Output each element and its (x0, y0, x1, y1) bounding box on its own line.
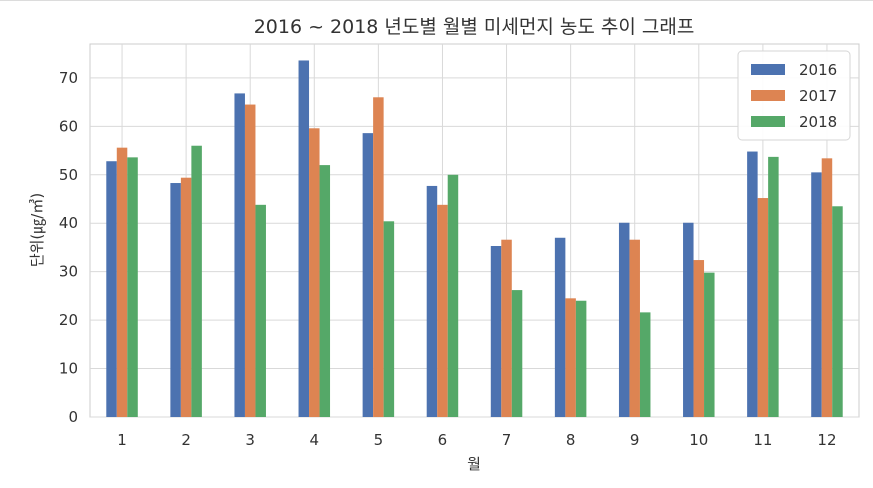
bar-2018-month-12 (832, 206, 843, 417)
bar-2016-month-8 (554, 237, 566, 417)
y-tick-label: 40 (59, 214, 78, 232)
legend-swatch-2016 (751, 64, 785, 75)
plot-area (89, 43, 860, 418)
x-tick-label: 3 (245, 431, 255, 449)
bar-2017-month-7 (501, 239, 512, 417)
y-axis-label: 단위(㎍/㎥) (28, 193, 46, 267)
bar-2018-month-10 (704, 272, 715, 417)
legend-swatch-2017 (751, 90, 785, 101)
bar-2016-month-1 (106, 161, 117, 417)
legend-label-2016: 2016 (799, 61, 837, 79)
y-tick-label: 10 (59, 360, 78, 378)
bar-2018-month-2 (191, 145, 202, 417)
bar-2017-month-12 (821, 158, 833, 417)
x-tick-label: 7 (502, 431, 512, 449)
legend-swatch-2018 (751, 116, 785, 127)
bar-2017-month-5 (373, 97, 384, 418)
x-tick-label: 6 (438, 431, 448, 449)
x-tick-label: 5 (374, 431, 384, 449)
bar-2017-month-11 (757, 198, 769, 417)
bar-2018-month-5 (383, 221, 395, 417)
x-tick-label: 11 (753, 431, 772, 449)
bar-2017-month-9 (629, 239, 640, 417)
bar-2017-month-8 (565, 298, 576, 417)
chart-title: 2016 ~ 2018 년도별 월별 미세먼지 농도 추이 그래프 (254, 16, 695, 38)
bar-2016-month-11 (747, 151, 758, 417)
y-tick-label: 30 (59, 263, 78, 281)
bar-2016-month-5 (362, 133, 374, 418)
bar-2016-month-6 (426, 185, 438, 417)
bar-2018-month-8 (575, 300, 587, 417)
bars (106, 60, 843, 418)
bar-2018-month-4 (319, 165, 331, 417)
x-tick-label: 4 (310, 431, 320, 449)
bar-2017-month-2 (180, 177, 192, 417)
bar-2018-month-6 (447, 174, 459, 417)
bar-2016-month-10 (683, 222, 694, 417)
bar-2018-month-11 (768, 156, 779, 417)
y-tick-label: 0 (68, 408, 78, 426)
bar-2016-month-3 (234, 93, 245, 417)
top-divider (0, 0, 873, 1)
bar-2016-month-4 (298, 60, 310, 418)
y-tick-label: 60 (59, 117, 78, 135)
bar-2017-month-6 (437, 204, 448, 417)
x-tick-label: 2 (181, 431, 191, 449)
y-tick-label: 50 (59, 166, 78, 184)
bar-2016-month-2 (170, 183, 181, 417)
bar-2017-month-4 (309, 128, 320, 417)
bar-2017-month-3 (244, 104, 256, 418)
legend-label-2018: 2018 (799, 113, 837, 131)
x-tick-label: 9 (630, 431, 640, 449)
y-tick-label: 70 (59, 69, 78, 87)
bar-2017-month-10 (693, 260, 705, 417)
x-tick-label: 1 (117, 431, 127, 449)
bar-2016-month-7 (490, 246, 502, 417)
bar-2018-month-9 (639, 312, 651, 417)
bar-2018-month-3 (255, 204, 266, 417)
x-axis-label: 월 (467, 455, 481, 473)
x-tick-label: 12 (817, 431, 836, 449)
y-tick-label: 20 (59, 311, 78, 329)
bar-2018-month-1 (127, 157, 138, 417)
legend: 2016 2017 2018 (737, 50, 851, 141)
y-axis-ticks: 0 10 20 30 40 50 60 70 (59, 69, 78, 426)
bar-2017-month-1 (116, 147, 128, 418)
legend-label-2017: 2017 (799, 87, 837, 105)
x-tick-label: 10 (689, 431, 708, 449)
bar-2016-month-9 (618, 222, 630, 417)
x-tick-label: 8 (566, 431, 576, 449)
bar-2018-month-7 (511, 290, 523, 417)
x-axis-ticks: 1 2 3 4 5 6 7 8 9 10 11 12 (117, 431, 836, 449)
bar-2016-month-12 (811, 172, 822, 417)
